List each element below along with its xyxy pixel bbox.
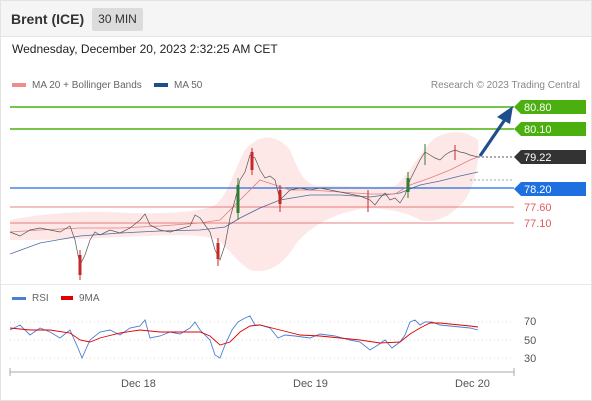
x-label-dec20: Dec 20 — [455, 378, 490, 390]
legend-ma50: MA 50 — [154, 80, 202, 91]
level-tag-current: 79.22 — [514, 150, 586, 164]
candle — [216, 243, 220, 259]
timeframe-button[interactable]: 30 MIN — [92, 8, 143, 31]
rsi-swatch — [12, 296, 26, 300]
instrument-title: Brent (ICE) — [11, 11, 85, 27]
candles — [78, 144, 456, 280]
rsi-scale-30: 30 — [524, 353, 536, 365]
candle — [236, 185, 240, 213]
panel-divider — [1, 284, 591, 285]
ma9-swatch — [61, 296, 73, 301]
rsi-scale-70: 70 — [524, 316, 536, 328]
level-tag-current-shape — [514, 150, 586, 164]
legend-ma20-label: MA 20 + Bollinger Bands — [32, 80, 142, 91]
ma50-swatch — [154, 83, 168, 88]
level-tag-s2-label: 77.10 — [524, 218, 552, 230]
level-tag-r2-shape — [514, 100, 586, 114]
x-label-dec19: Dec 19 — [293, 378, 328, 390]
candle — [250, 152, 254, 170]
rsi-line — [9, 315, 479, 360]
candle — [78, 255, 82, 275]
bollinger-band — [10, 132, 479, 272]
level-tag-pivot: 78.20 — [514, 182, 586, 196]
price-line — [9, 149, 479, 267]
candle — [406, 178, 410, 192]
level-tag-current-label: 79.22 — [524, 152, 552, 164]
level-tag-r1-shape — [514, 122, 586, 136]
level-tag-r1: 80.10 — [514, 122, 586, 136]
ma50-line — [9, 171, 479, 255]
legend-rsi-label: RSI — [32, 293, 49, 304]
rsi-ma9-line — [9, 322, 479, 346]
ma20-line — [9, 156, 479, 233]
legend-ma20: MA 20 + Bollinger Bands — [12, 80, 142, 91]
rsi-scale-50: 50 — [524, 335, 536, 347]
x-label-dec18: Dec 18 — [121, 378, 156, 390]
level-tag-r2: 80.80 — [514, 100, 586, 114]
header-bar: Brent (ICE) 30 MIN — [1, 1, 591, 37]
legend-ma9-label: 9MA — [79, 293, 100, 304]
level-tag-pivot-shape — [514, 182, 586, 196]
legend-ma9: 9MA — [61, 293, 100, 304]
ma20-swatch — [12, 83, 26, 88]
forecast-arrowhead — [497, 106, 513, 124]
level-tag-s1-label: 77.60 — [524, 202, 552, 214]
legend-ma50-label: MA 50 — [174, 80, 203, 91]
level-tag-pivot-label: 78.20 — [524, 184, 552, 196]
legend-rsi: RSI — [12, 293, 49, 304]
copyright-text: Research © 2023 Trading Central — [430, 80, 580, 91]
level-tag-r1-label: 80.10 — [524, 124, 552, 136]
level-tag-r2-label: 80.80 — [524, 102, 552, 114]
timestamp: Wednesday, December 20, 2023 2:32:25 AM … — [12, 42, 278, 56]
candle — [278, 190, 282, 204]
forecast-arrow — [478, 117, 508, 157]
